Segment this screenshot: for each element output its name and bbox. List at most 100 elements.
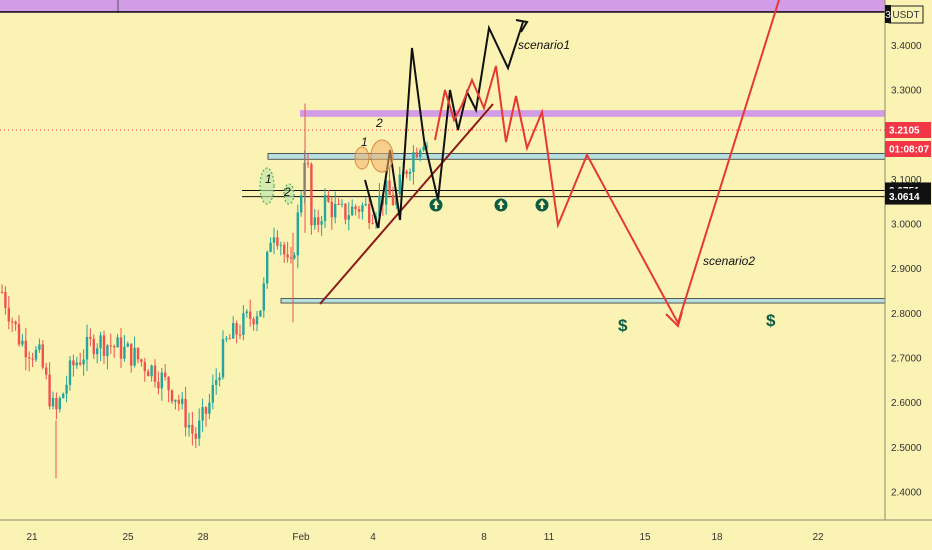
- candle: [313, 209, 316, 230]
- candle-body: [228, 338, 231, 340]
- candle: [153, 359, 157, 388]
- candle: [51, 391, 55, 410]
- candle: [85, 324, 89, 372]
- candle-body: [55, 397, 58, 410]
- x-tick-label: 22: [812, 532, 824, 543]
- candle: [221, 330, 225, 380]
- wave-1-circle: [354, 146, 370, 170]
- candle-body: [354, 206, 357, 210]
- candle: [269, 237, 272, 253]
- candle: [75, 356, 78, 369]
- candle-body: [425, 145, 429, 147]
- candle: [24, 328, 27, 371]
- y-tick-label: 3.4000: [891, 41, 922, 52]
- candle: [351, 199, 354, 216]
- candle-body: [106, 345, 109, 356]
- candle: [371, 214, 374, 225]
- candle: [289, 246, 293, 264]
- candle: [4, 286, 7, 315]
- candle-body: [225, 338, 228, 340]
- candle-body: [170, 390, 174, 402]
- x-tick-label: 21: [26, 532, 38, 543]
- y-tick-label: 2.6000: [891, 398, 922, 409]
- candle-body: [119, 337, 123, 359]
- candle-body: [361, 205, 364, 212]
- candle-body: [269, 242, 272, 252]
- candle-body: [116, 337, 119, 348]
- y-tick-label: 3.0000: [891, 220, 922, 231]
- candle-body: [204, 407, 208, 414]
- candle: [7, 296, 10, 330]
- candle-body: [249, 311, 252, 319]
- candle-body: [371, 222, 374, 224]
- price-tag-label: 01:08:07: [889, 144, 929, 155]
- candle: [126, 341, 129, 348]
- candle: [102, 330, 106, 364]
- candle-body: [72, 360, 75, 366]
- candle-body: [92, 338, 95, 355]
- y-tick-label: 3.1000: [891, 175, 922, 186]
- candle-body: [344, 203, 347, 220]
- candle-body: [181, 398, 184, 404]
- candle: [255, 310, 259, 332]
- candle: [242, 305, 245, 341]
- candle: [181, 391, 184, 410]
- resistance-zone: [300, 110, 885, 117]
- candle: [0, 284, 4, 294]
- candle-body: [0, 291, 4, 293]
- arrow-up-glyph: [432, 200, 440, 209]
- price-axis[interactable]: [884, 0, 932, 520]
- candle: [354, 204, 357, 216]
- y-tick-label: 2.9000: [891, 264, 922, 275]
- candle: [11, 317, 14, 333]
- candle: [174, 399, 177, 410]
- candle: [198, 408, 201, 446]
- price-tag-box: [885, 188, 931, 205]
- candle-body: [102, 335, 106, 356]
- candle: [398, 166, 401, 196]
- candle: [167, 375, 170, 403]
- candle-body: [306, 162, 310, 165]
- candle-body: [75, 362, 78, 366]
- drawing-layer: [259, 0, 780, 328]
- x-tick-label: 4: [370, 532, 376, 543]
- wave-1-label: 1: [361, 135, 368, 149]
- candle-body: [340, 203, 344, 205]
- x-tick-label: 11: [544, 532, 555, 543]
- candle: [191, 412, 194, 446]
- candle-body: [337, 203, 340, 205]
- arrow-up-glyph: [497, 200, 505, 209]
- candle-body: [147, 371, 150, 377]
- candle-body: [310, 164, 313, 226]
- time-axis[interactable]: [0, 519, 932, 550]
- candle-body: [133, 347, 136, 366]
- y-tick-label: 2.4000: [891, 487, 922, 498]
- candle-body: [323, 195, 327, 222]
- candle-body: [279, 244, 282, 246]
- y-tick-label: 2.8000: [891, 309, 922, 320]
- candle: [408, 168, 412, 181]
- candle-body: [48, 374, 51, 407]
- candle-body: [259, 310, 262, 317]
- candle-body: [252, 318, 255, 325]
- candle: [347, 202, 350, 231]
- candle-body: [320, 221, 323, 225]
- candle: [150, 364, 153, 382]
- candle-body: [82, 359, 85, 365]
- candle-body: [391, 194, 395, 205]
- candle: [266, 250, 269, 289]
- currency-unit-badge[interactable]: USDT: [888, 5, 924, 24]
- candle: [89, 328, 92, 347]
- scenario1-label: scenario1: [518, 38, 570, 52]
- candle-body: [272, 237, 276, 243]
- candle: [140, 358, 143, 367]
- candle: [422, 142, 425, 152]
- scenario2-arrowhead: [665, 311, 683, 328]
- candle: [228, 334, 231, 340]
- candle-body: [262, 283, 265, 311]
- candle: [327, 190, 330, 203]
- candle-body: [34, 349, 38, 360]
- candle-body: [51, 397, 55, 407]
- wave-2-circle: [370, 139, 394, 173]
